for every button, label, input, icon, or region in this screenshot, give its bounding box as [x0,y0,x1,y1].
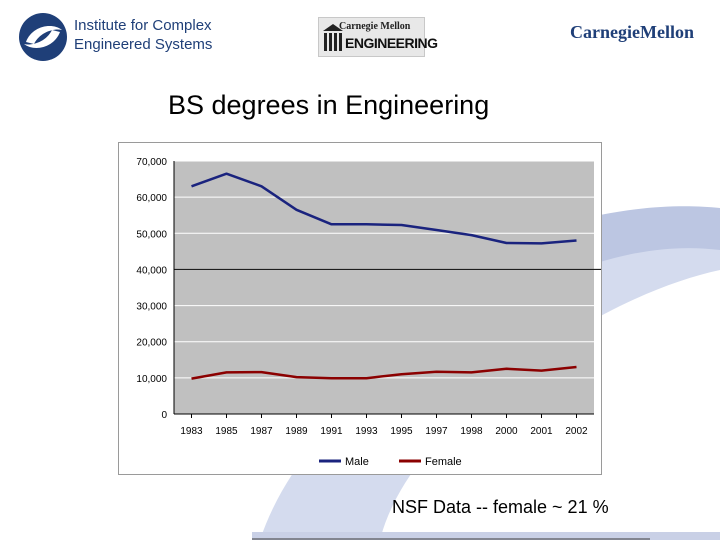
line-chart: 0 10,000 20,000 30,000 40,000 50,000 60,000 70,… [136,157,601,468]
x-tick-label: 1998 [460,426,483,437]
y-tick-label: 10,000 [136,374,167,385]
y-tick-label: 20,000 [136,338,167,349]
cmu-engineering-logo: Carnegie Mellon ENGINEERING [318,17,438,57]
slide-title: BS degrees in Engineering [168,90,490,120]
y-tick-label: 70,000 [136,157,167,168]
y-tick-label: 0 [161,410,167,421]
swirl-base-strip [252,532,720,540]
x-tick-label: 2000 [495,426,518,437]
x-tick-label: 1995 [390,426,413,437]
chart-frame: 0 10,000 20,000 30,000 40,000 50,000 60,000 70,… [118,142,602,475]
series-line-female [191,365,577,380]
y-tick-label: 50,000 [136,229,167,240]
x-tick-label: 1983 [180,426,203,437]
institute-logo: Institute for Complex Engineered Systems [18,12,218,66]
x-tick-label: 2002 [565,426,588,437]
eng-logo-top-text: Carnegie Mellon [339,21,411,32]
x-tick-label: 1987 [250,426,273,437]
eng-logo-bottom-text: ENGINEERING [345,35,438,51]
legend-label-male: Male [345,456,369,468]
swirl-band-inner [600,206,720,262]
series-line-male [191,172,577,245]
x-tick-label: 1993 [355,426,378,437]
x-tick-label: 1997 [425,426,448,437]
carnegie-mellon-wordmark: CarnegieMellon [570,22,694,42]
x-tick-label: 1991 [320,426,343,437]
y-tick-label: 30,000 [136,302,167,313]
nsf-note: NSF Data -- female ~ 21 % [392,497,609,517]
x-tick-label: 1989 [285,426,308,437]
legend-label-female: Female [425,456,462,468]
x-tick-label: 1985 [215,426,238,437]
x-tick-label: 2001 [530,426,553,437]
institute-name-line2: Engineered Systems [74,36,213,53]
building-icon [323,24,343,51]
y-tick-label: 40,000 [136,265,167,276]
institute-name-line1: Institute for Complex [74,17,212,34]
y-tick-label: 60,000 [136,193,167,204]
institute-emblem-icon [19,13,67,61]
